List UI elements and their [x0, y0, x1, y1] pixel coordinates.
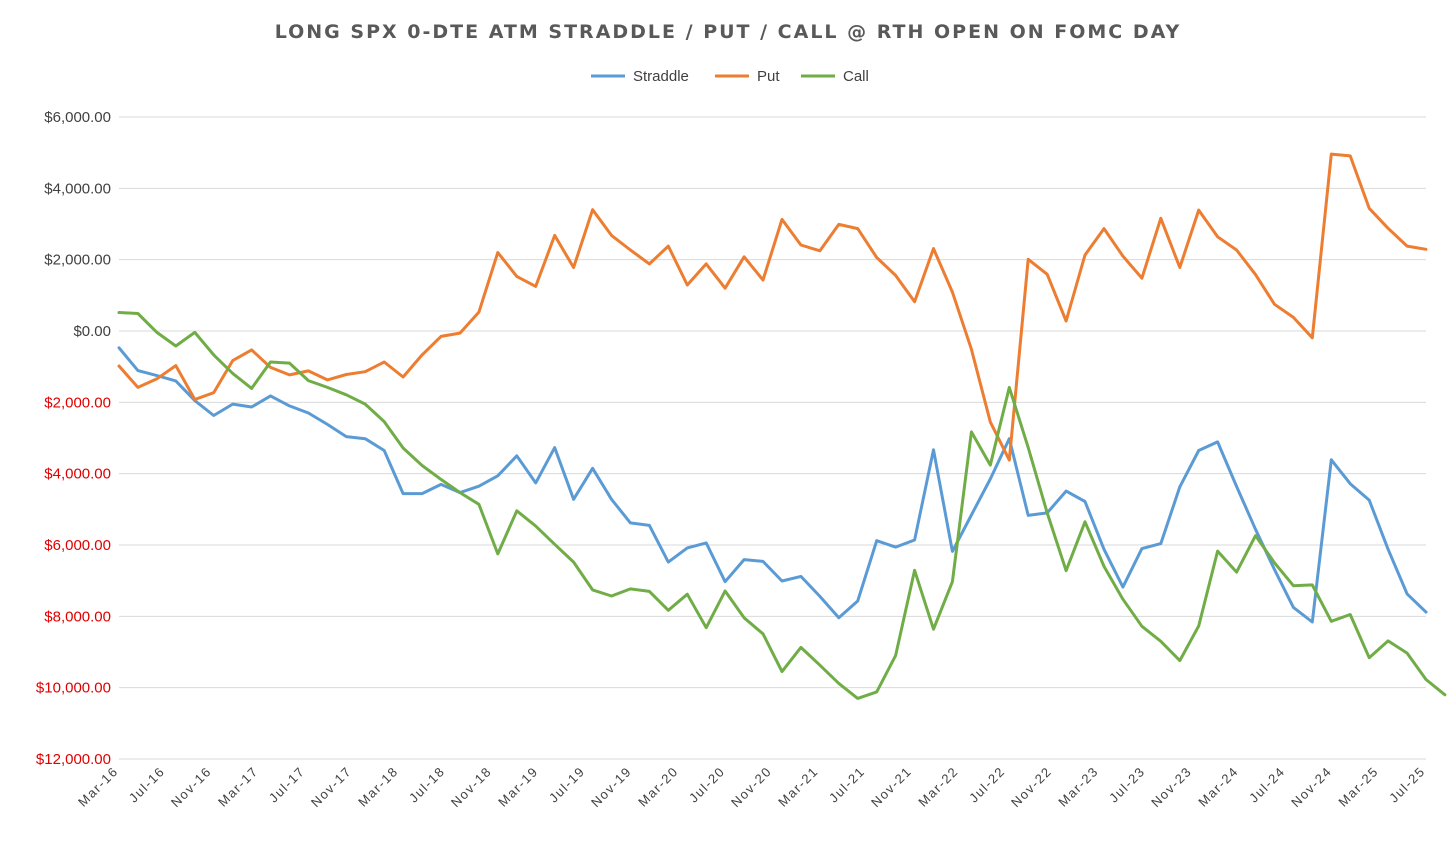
x-tick-label: Jul-25 [1386, 764, 1428, 806]
y-axis-tick-labels: $6,000.00 $4,000.00 $2,000.00 $0.00 $2,000.0… [36, 109, 111, 768]
x-tick-label: Nov-18 [448, 764, 495, 811]
legend-label-put: Put [757, 68, 780, 85]
x-tick-label: Jul-20 [686, 764, 728, 806]
x-axis-tick-labels: Mar-16 Jul-16 Nov-16 Mar-17 Jul-17 Nov-17 Mar-… [75, 764, 1428, 811]
x-tick-label: Nov-23 [1148, 764, 1195, 811]
y-tick-label: $8,000.00 [44, 608, 111, 625]
chart-title: LONG SPX 0-DTE ATM STRADDLE / PUT / CALL… [275, 21, 1182, 43]
x-tick-label: Mar-21 [775, 764, 821, 810]
x-tick-label: Jul-22 [966, 764, 1008, 806]
x-tick-label: Jul-17 [266, 764, 308, 806]
x-tick-label: Mar-17 [215, 764, 261, 810]
x-tick-label: Mar-22 [915, 764, 961, 810]
x-tick-label: Jul-23 [1106, 764, 1148, 806]
legend: Straddle Put Call [591, 68, 869, 85]
x-tick-label: Nov-16 [168, 764, 215, 811]
y-tick-label: $6,000.00 [44, 109, 111, 126]
x-tick-label: Jul-21 [826, 764, 868, 806]
y-tick-label: $4,000.00 [44, 466, 111, 483]
x-tick-label: Mar-25 [1335, 764, 1381, 810]
x-tick-label: Mar-24 [1195, 764, 1241, 810]
x-tick-label: Jul-16 [126, 764, 168, 806]
x-tick-label: Jul-24 [1246, 764, 1288, 806]
y-tick-label: $6,000.00 [44, 537, 111, 554]
legend-label-call: Call [843, 68, 869, 85]
series-line-put [117, 152, 1428, 462]
x-tick-label: Mar-23 [1055, 764, 1101, 810]
x-tick-label: Nov-19 [588, 764, 635, 811]
x-tick-label: Jul-19 [546, 764, 588, 806]
series-lines [117, 152, 1447, 700]
y-tick-label: $0.00 [73, 323, 111, 340]
y-tick-label: $2,000.00 [44, 394, 111, 411]
x-tick-label: Nov-22 [1008, 764, 1055, 811]
x-tick-label: Nov-24 [1288, 764, 1335, 811]
y-tick-label: $10,000.00 [36, 680, 111, 697]
x-tick-label: Mar-16 [75, 764, 121, 810]
x-tick-label: Mar-18 [355, 764, 401, 810]
x-tick-label: Nov-20 [728, 764, 775, 811]
series-line-call [117, 311, 1447, 700]
y-tick-label: $12,000.00 [36, 751, 111, 768]
x-tick-label: Mar-19 [495, 764, 541, 810]
x-tick-label: Nov-17 [308, 764, 355, 811]
series-line-straddle [117, 346, 1428, 624]
y-tick-label: $4,000.00 [44, 180, 111, 197]
x-tick-label: Nov-21 [868, 764, 915, 811]
x-tick-label: Mar-20 [635, 764, 681, 810]
gridlines [119, 116, 1426, 760]
legend-label-straddle: Straddle [633, 68, 689, 85]
x-tick-label: Jul-18 [406, 764, 448, 806]
y-tick-label: $2,000.00 [44, 252, 111, 269]
